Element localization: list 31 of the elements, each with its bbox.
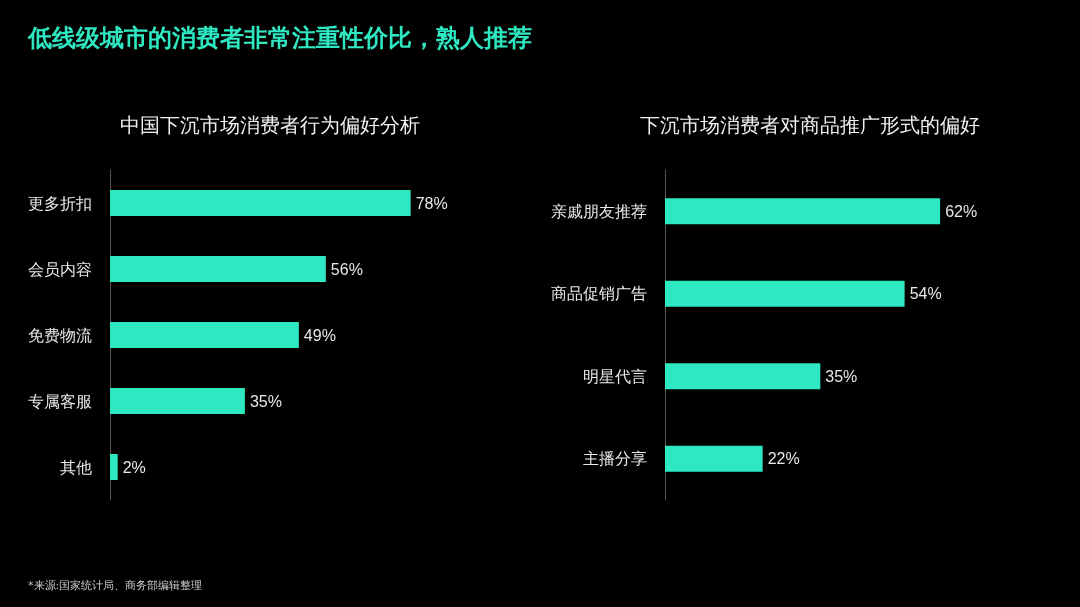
data-label: 49%: [303, 326, 336, 344]
bar: [110, 256, 326, 282]
data-label: 62%: [945, 202, 978, 220]
y-tick-label: 免费物流: [28, 326, 92, 344]
data-label: 54%: [909, 285, 942, 303]
y-tick-label: 会员内容: [28, 260, 92, 278]
text: *来源:国家统计局、商务部编辑整理: [28, 578, 203, 593]
data-label: 56%: [330, 260, 363, 278]
data-label: 35%: [825, 367, 858, 385]
bar: [665, 363, 821, 390]
y-tick-label: 其他: [60, 458, 92, 476]
y-tick-label: 商品促销广告: [551, 285, 647, 303]
y-tick-label: 专属客服: [28, 392, 92, 410]
chart-title: 中国下沉市场消费者行为偏好分析: [120, 113, 420, 137]
y-tick-label: 更多折扣: [28, 194, 92, 212]
data-label: 2%: [122, 458, 146, 476]
bar: [110, 322, 299, 348]
bar: [665, 198, 941, 225]
bar: [665, 280, 905, 307]
data-label: 22%: [767, 450, 800, 468]
bar: [110, 454, 118, 480]
y-tick-label: 亲戚朋友推荐: [551, 202, 647, 220]
text: 低线级城市的消费者非常注重性价比，熟人推荐: [28, 23, 532, 54]
y-tick-label: 明星代言: [583, 367, 647, 385]
bar: [665, 445, 763, 472]
y-tick-label: 主播分享: [583, 450, 647, 468]
bar: [110, 190, 411, 216]
bar: [110, 388, 245, 414]
data-label: 35%: [249, 392, 282, 410]
data-label: 78%: [415, 194, 448, 212]
chart-title: 下沉市场消费者对商品推广形式的偏好: [640, 113, 980, 137]
